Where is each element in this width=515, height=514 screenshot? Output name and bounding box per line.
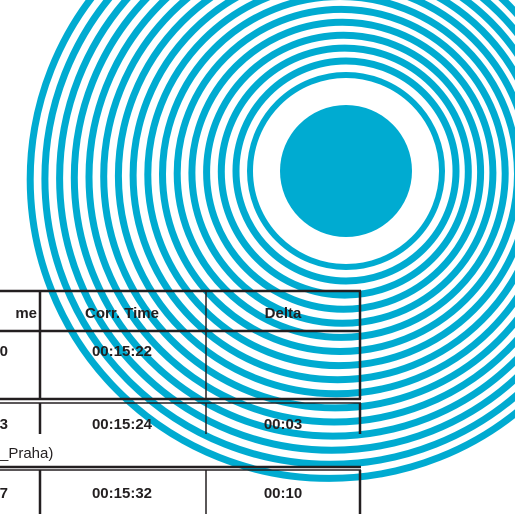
header-delta: Delta xyxy=(265,305,302,322)
target-ring xyxy=(173,5,509,341)
header-time-partial: me xyxy=(15,305,37,322)
target-ring xyxy=(85,0,515,426)
target-ring xyxy=(217,44,472,299)
row-1-time-partial: 0 xyxy=(0,343,8,360)
target-ring xyxy=(159,0,515,355)
target-ring xyxy=(100,0,515,412)
target-ring xyxy=(247,72,445,270)
club-note: _Praha) xyxy=(0,445,53,462)
target-ring xyxy=(41,0,515,468)
target-ring xyxy=(114,0,515,398)
row-3-delta: 00:10 xyxy=(264,485,302,502)
target-ring xyxy=(232,57,460,285)
target-ring xyxy=(26,0,515,482)
target-ring xyxy=(129,0,515,384)
row-2-delta: 00:03 xyxy=(264,416,302,433)
target-bullseye xyxy=(280,105,412,237)
row-3-corr-time: 00:15:32 xyxy=(92,485,152,502)
row-1-corr-time: 00:15:22 xyxy=(92,343,152,360)
header-corr-time: Corr. Time xyxy=(85,305,159,322)
row-2-corr-time: 00:15:24 xyxy=(92,416,153,433)
target-ring xyxy=(203,31,485,313)
results-table: me Corr. Time Delta 0 00:15:22 3 00:15:2… xyxy=(0,289,362,514)
target-ring xyxy=(188,18,497,327)
row-2-time-partial: 3 xyxy=(0,416,8,433)
target-ring xyxy=(70,0,515,440)
target-ring xyxy=(56,0,515,454)
target-ring xyxy=(144,0,515,370)
target-rings-graphic xyxy=(26,0,515,482)
row-3-time-partial: 7 xyxy=(0,485,8,502)
